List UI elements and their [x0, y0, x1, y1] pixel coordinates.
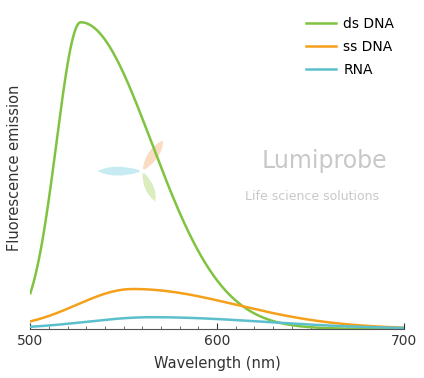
RNA	[200, 316, 205, 321]
Legend: ds DNA, ss DNA, RNA: ds DNA, ss DNA, RNA	[300, 11, 400, 82]
PathPatch shape	[143, 141, 163, 170]
RNA	[209, 316, 215, 321]
ds DNA	[47, 194, 52, 198]
ss DNA	[200, 295, 205, 299]
ss DNA	[47, 313, 52, 318]
RNA	[28, 325, 33, 329]
ds DNA	[28, 291, 33, 296]
X-axis label: Wavelength (nm): Wavelength (nm)	[154, 356, 281, 371]
Line: ds DNA: ds DNA	[30, 22, 404, 329]
ds DNA	[391, 327, 396, 331]
ss DNA	[391, 325, 396, 330]
RNA	[391, 325, 396, 330]
ds DNA	[391, 327, 396, 331]
ds DNA	[78, 20, 83, 25]
Line: ss DNA: ss DNA	[30, 289, 404, 328]
RNA	[322, 323, 327, 328]
ss DNA	[28, 319, 33, 324]
ss DNA	[209, 297, 215, 302]
Line: RNA: RNA	[30, 317, 404, 328]
ss DNA	[391, 325, 396, 330]
RNA	[149, 315, 154, 319]
ds DNA	[200, 256, 205, 260]
Text: Life science solutions: Life science solutions	[245, 191, 379, 203]
ss DNA	[402, 325, 407, 330]
PathPatch shape	[98, 167, 139, 176]
ds DNA	[209, 271, 215, 276]
ds DNA	[322, 326, 327, 330]
ss DNA	[322, 319, 327, 324]
ds DNA	[402, 327, 407, 331]
PathPatch shape	[142, 173, 156, 201]
ss DNA	[131, 287, 136, 291]
Y-axis label: Fluorescence emission: Fluorescence emission	[7, 85, 22, 251]
RNA	[391, 325, 396, 330]
RNA	[47, 323, 52, 328]
RNA	[402, 326, 407, 330]
Text: Lumiprobe: Lumiprobe	[262, 149, 388, 174]
